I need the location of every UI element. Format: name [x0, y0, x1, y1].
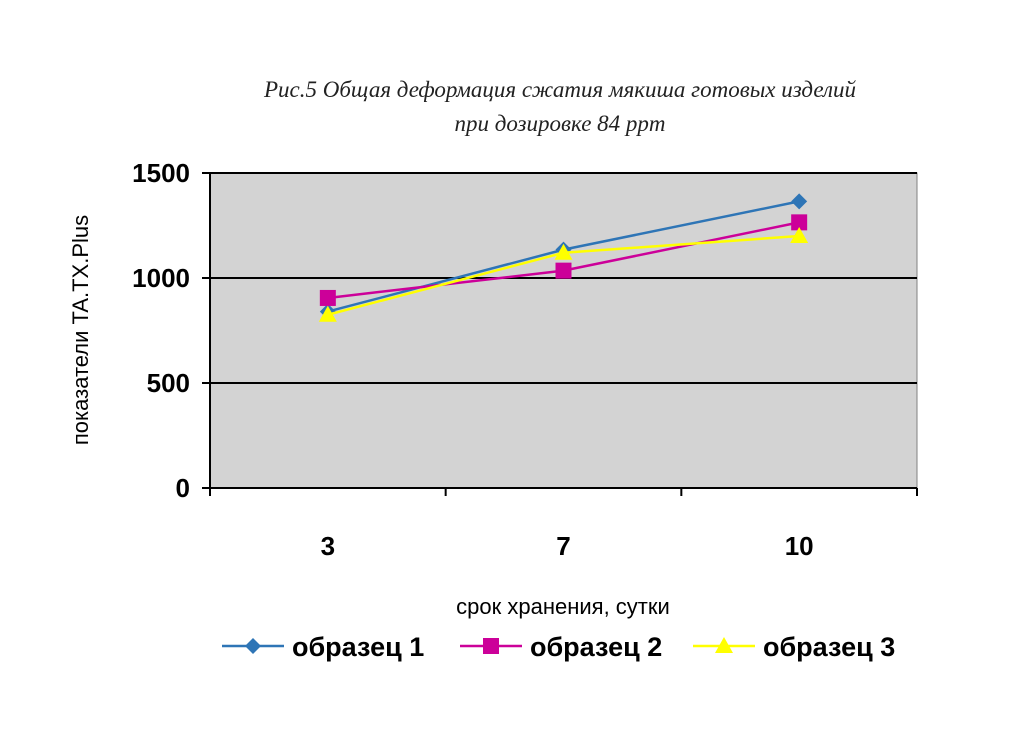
- chart-title-line-1: Рис.5 Общая деформация сжатия мякиша гот…: [263, 77, 857, 102]
- chart-title-line-2: при дозировке 84 ppm: [454, 111, 665, 136]
- legend-marker: [245, 638, 261, 654]
- y-tick-label: 1500: [132, 158, 190, 188]
- y-tick-label: 1000: [132, 263, 190, 293]
- series-3-point: [554, 243, 573, 260]
- legend-marker: [715, 637, 733, 653]
- series-2: [319, 214, 808, 306]
- plot-area: [209, 172, 918, 489]
- series-3-point: [790, 227, 809, 243]
- x-tick-label: 10: [785, 531, 814, 561]
- series-3-point: [318, 305, 337, 322]
- legend-marker: [483, 638, 499, 654]
- legend-item-1: образец 1: [222, 632, 424, 662]
- series-1-point: [791, 193, 808, 210]
- series-2-point: [319, 289, 336, 306]
- series-3: [318, 227, 809, 322]
- y-tick-label: 0: [176, 473, 190, 503]
- y-axis-label: показатели TA.TX.Plus: [68, 215, 93, 445]
- series-2-point: [791, 214, 808, 231]
- y-tick-labels: 0 500 1000 1500: [132, 158, 210, 503]
- x-tick-label: 7: [556, 531, 570, 561]
- legend-label: образец 3: [763, 632, 895, 662]
- legend-item-3: образец 3: [693, 632, 895, 662]
- legend-label: образец 2: [530, 632, 662, 662]
- legend: образец 1 образец 2 образец 3: [222, 632, 895, 662]
- series-group: [318, 193, 809, 322]
- x-tick-label: 3: [321, 531, 335, 561]
- x-axis-label: срок хранения, сутки: [456, 594, 670, 619]
- y-tick-label: 500: [147, 368, 190, 398]
- axes: [209, 173, 917, 489]
- legend-label: образец 1: [292, 632, 424, 662]
- legend-item-2: образец 2: [460, 632, 662, 662]
- series-2-point: [555, 262, 572, 279]
- x-tick-labels: 3 7 10: [209, 488, 918, 561]
